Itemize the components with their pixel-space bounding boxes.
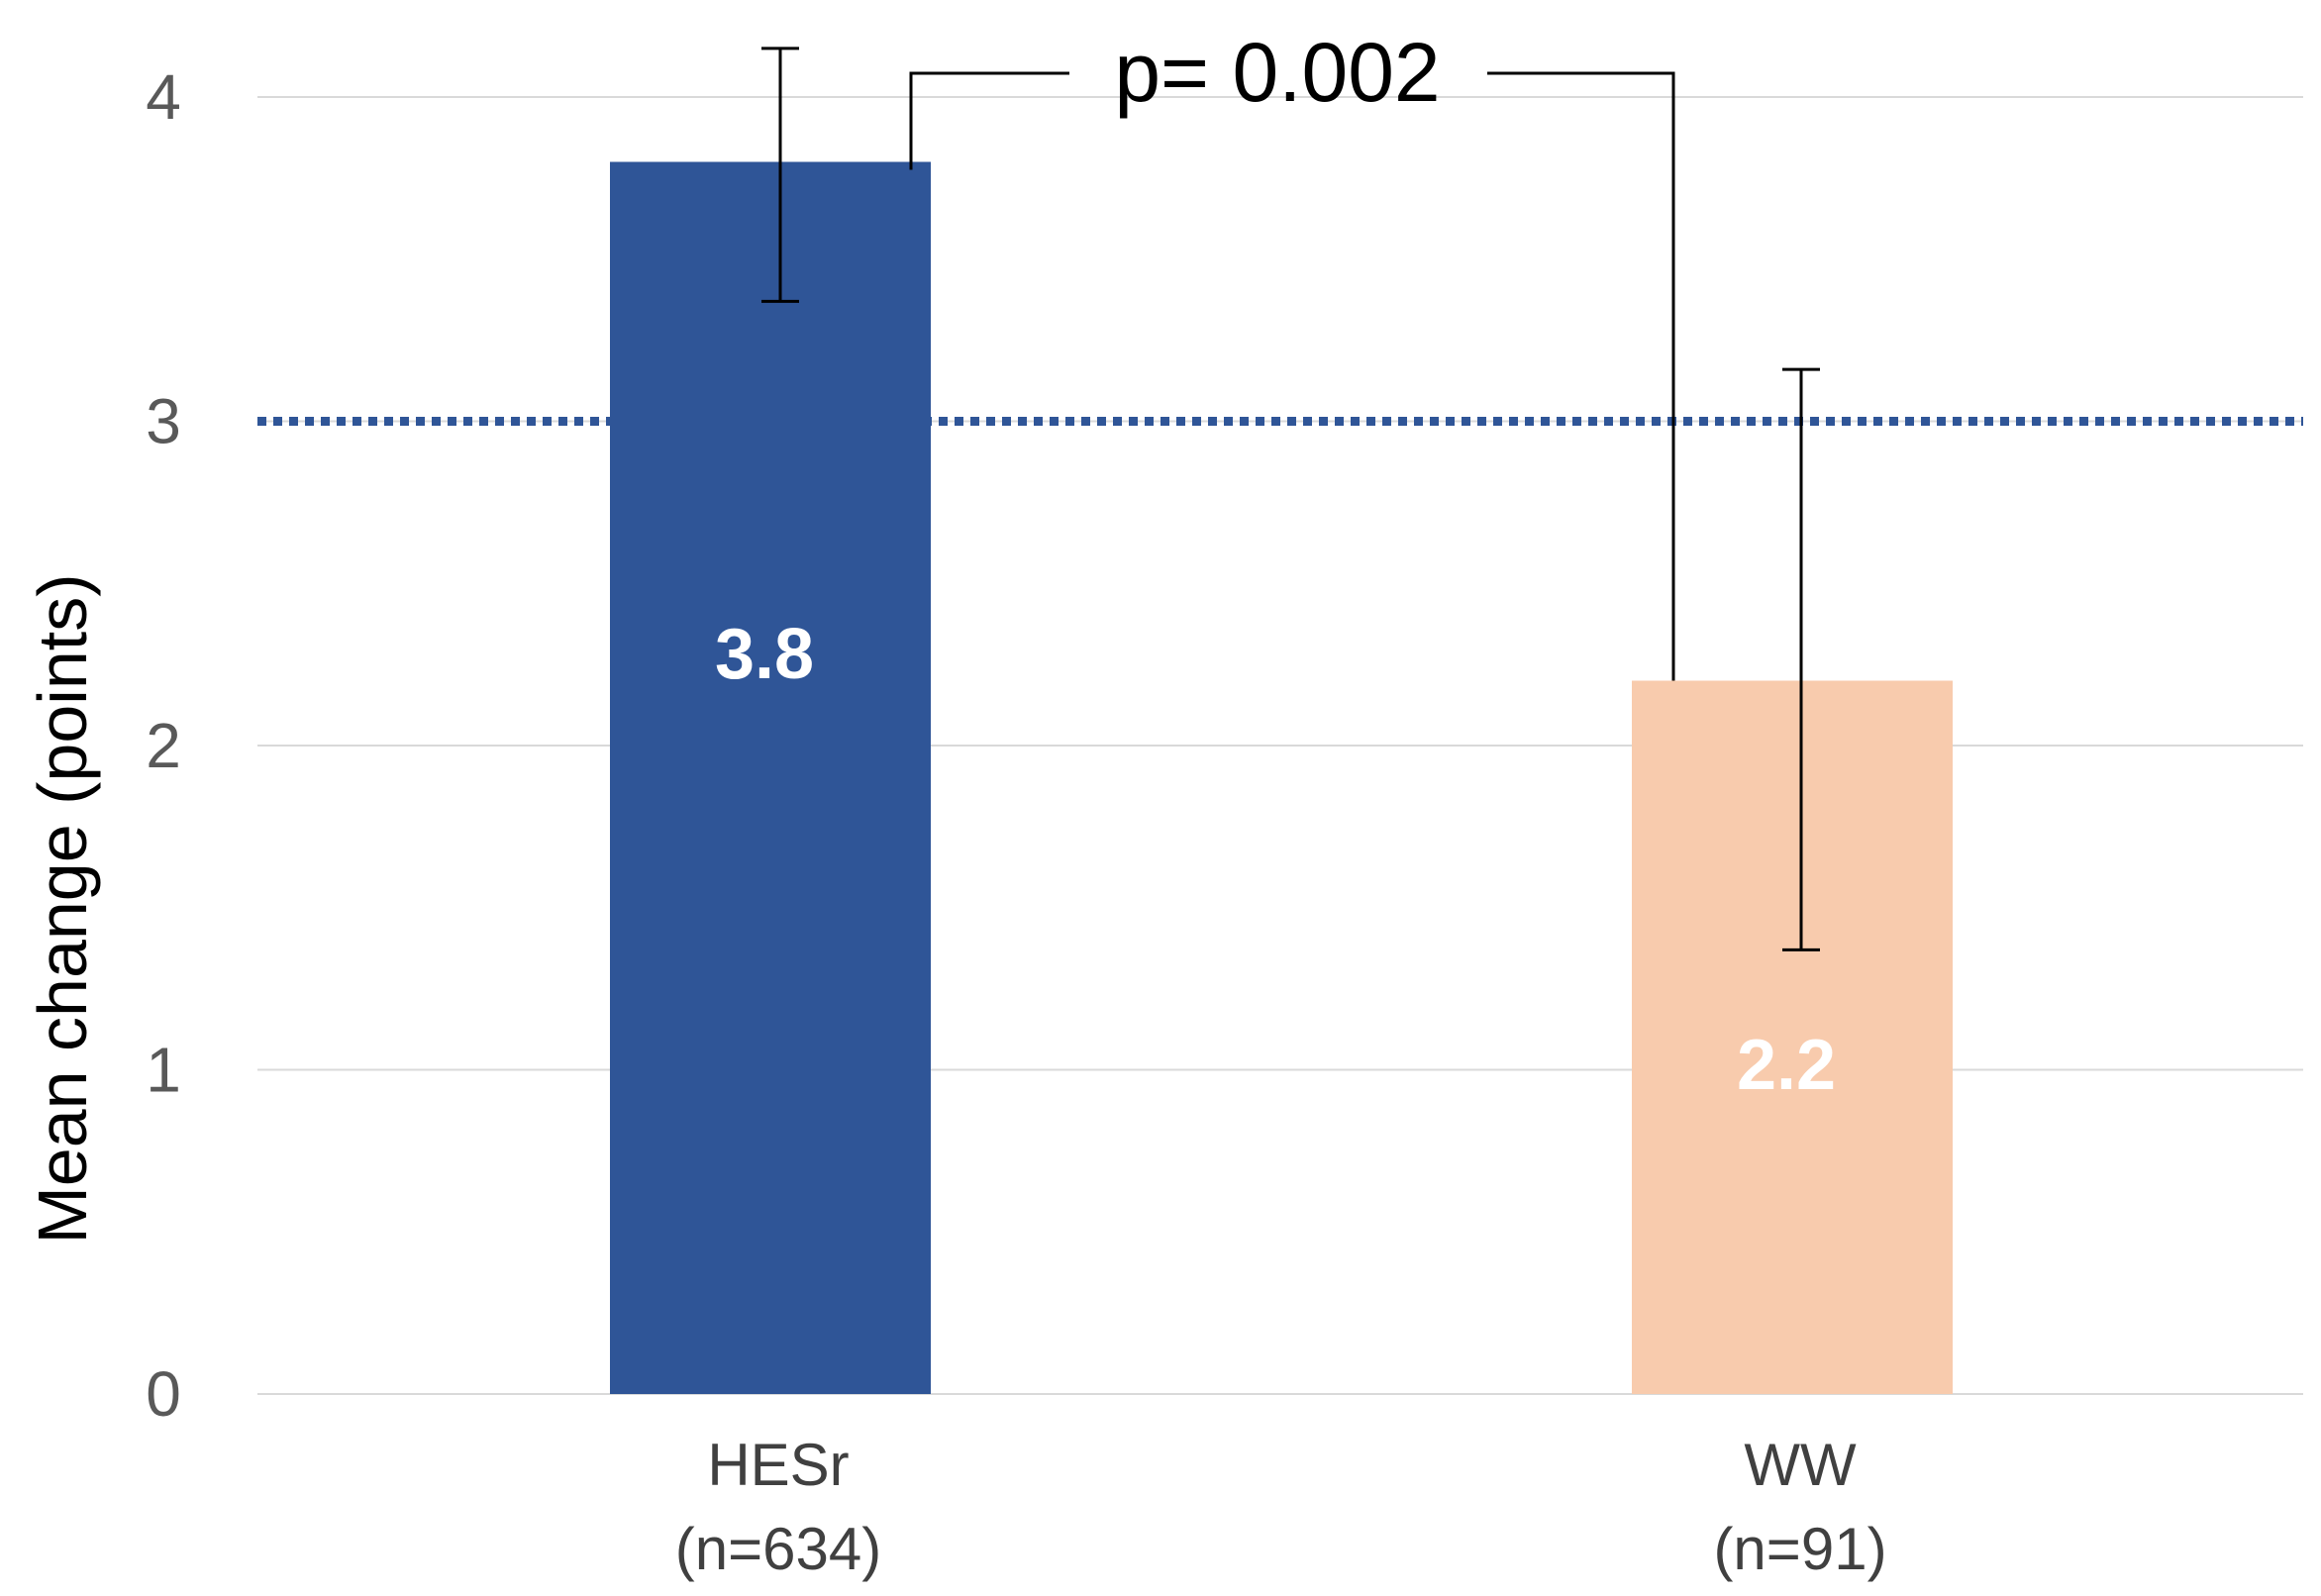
y-tick-label: 4 — [146, 61, 181, 133]
error-bar-0 — [761, 47, 799, 303]
bars — [610, 161, 1953, 1394]
bar-1 — [1632, 680, 1953, 1394]
y-tick-label: 1 — [146, 1035, 181, 1106]
error-bars — [761, 47, 1820, 951]
y-tick-label: 2 — [146, 710, 181, 781]
p-value-label: p= 0.002 — [1114, 26, 1440, 119]
data-labels: 3.8 2.2 — [715, 615, 1836, 1105]
data-label-0: 3.8 — [715, 615, 814, 694]
y-tick-label: 0 — [146, 1358, 181, 1430]
x-category-label: WW — [1744, 1432, 1857, 1498]
bracket-left — [909, 71, 1069, 170]
x-category-sublabel: (n=91) — [1713, 1516, 1886, 1582]
error-bar-1 — [1782, 367, 1820, 951]
x-category-sublabel: (n=634) — [675, 1516, 881, 1582]
gridlines — [257, 96, 2303, 1395]
y-tick-labels: 0 1 2 3 4 — [146, 61, 181, 1430]
bar-0 — [610, 161, 931, 1394]
data-label-1: 2.2 — [1737, 1026, 1836, 1105]
y-axis-title: Mean change (points) — [24, 573, 101, 1244]
y-tick-label: 3 — [146, 386, 181, 457]
x-category-label: HESr — [707, 1432, 849, 1498]
significance-bracket: p= 0.002 — [909, 26, 1675, 681]
x-category-labels: HESr (n=634) WW (n=91) — [675, 1432, 1887, 1582]
bracket-right — [1487, 71, 1675, 681]
